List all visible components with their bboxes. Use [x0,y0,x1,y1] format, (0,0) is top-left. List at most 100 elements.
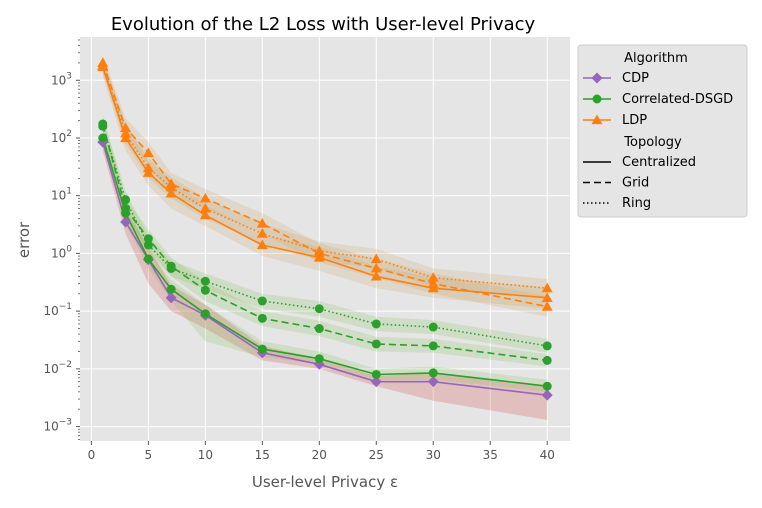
point-correlated-dsgd-ring [143,240,153,250]
y-tick-base: 10 [43,304,58,318]
point-ldp-ring [142,162,154,173]
legend-algorithms: CDP Correlated-DSGD LDP [583,71,733,128]
x-tick-label: 5 [145,448,153,462]
point-ldp-ring [541,282,553,293]
legend-label-ldp: LDP [622,113,647,128]
point-correlated-dsgd-centralized [314,354,324,364]
y-tick-label: 103 [51,71,72,87]
point-correlated-dsgd-centralized [143,254,153,264]
point-ldp-grid [427,278,439,288]
point-ldp-grid [370,262,382,273]
legend-box [577,44,748,218]
point-ldp-grid [199,192,211,203]
legend-label-correlated-dsgd: Correlated-DSGD [622,92,733,107]
point-correlated-dsgd-ring [200,276,210,286]
y-tick-base: 10 [51,131,66,145]
point-correlated-dsgd-grid [143,234,153,244]
line-cdp-centralized [102,141,548,396]
x-tick-label: 30 [426,448,441,462]
point-correlated-dsgd-centralized [371,369,381,379]
point-ldp-ring [370,253,382,264]
legend-label-cdp: CDP [622,71,649,86]
grid-lines [80,37,570,441]
point-correlated-dsgd-ring [121,195,131,205]
x-tick-label: 20 [312,448,327,462]
y-tick-label: 101 [51,187,72,203]
y-tick-exponent: 0 [66,244,72,254]
x-tick-label: 35 [483,448,498,462]
x-tick-label: 0 [88,448,96,462]
y-tick-base: 10 [51,189,66,203]
legend-topologies: Centralized Grid Ring [583,155,696,211]
legend-label-centralized: Centralized [622,155,696,170]
point-correlated-dsgd-grid [257,313,267,323]
point-correlated-dsgd-centralized [166,284,176,294]
y-tick-label: 10−3 [43,418,72,434]
y-tick-base: 10 [43,362,58,376]
legend-label-grid: Grid [622,176,649,191]
chart-title: Evolution of the L2 Loss with User-level… [111,14,536,35]
legend-marker-ldp [591,114,603,125]
point-ldp-grid [256,218,268,228]
point-correlated-dsgd-centralized [98,133,108,143]
y-tick-exponent: −3 [59,418,72,428]
x-tick-label: 10 [198,448,213,462]
line-correlated-dsgd-centralized [102,137,548,387]
point-correlated-dsgd-grid [428,341,438,351]
legend-topology-title: Topology [623,135,682,150]
y-tick-label: 10−2 [43,360,72,376]
point-correlated-dsgd-ring [257,296,267,306]
point-ldp-centralized [165,187,177,198]
point-correlated-dsgd-grid [371,339,381,349]
point-ldp-grid [142,147,154,158]
x-tick-label: 15 [255,448,270,462]
y-axis-label: error [15,221,33,258]
y-tick-exponent: −1 [59,302,72,312]
point-cdp-centralized [165,292,177,304]
point-ldp-centralized [541,292,553,302]
line-ldp-centralized [102,66,548,299]
y-tick-base: 10 [51,246,66,260]
point-correlated-dsgd-grid [200,285,210,295]
point-correlated-dsgd-ring [98,121,108,131]
y-tick-exponent: 3 [66,71,72,81]
legend-marker-cdp [591,72,603,84]
legend: Algorithm CDP Correlated-DSGD LDP Topology… [577,44,748,218]
y-tick-exponent: −2 [59,360,72,370]
point-correlated-dsgd-grid [542,355,552,365]
point-ldp-ring [199,203,211,213]
x-tick-label: 40 [540,448,555,462]
band-ldp-ring [102,57,548,298]
point-cdp-centralized [427,376,439,388]
line-ldp-grid [102,62,548,308]
point-correlated-dsgd-ring [314,304,324,314]
point-ldp-ring [165,181,177,192]
y-tick-base: 10 [43,420,58,434]
point-correlated-dsgd-centralized [428,368,438,378]
point-ldp-centralized [199,209,211,220]
legend-marker-correlated-dsgd [592,94,602,104]
point-correlated-dsgd-ring [428,322,438,332]
point-ldp-ring [256,228,268,238]
y-tick-exponent: 2 [66,129,72,139]
point-correlated-dsgd-centralized [257,344,267,354]
point-ldp-ring [120,127,132,138]
point-correlated-dsgd-ring [371,319,381,329]
point-correlated-dsgd-centralized [200,309,210,319]
band-correlated-dsgd-ring [102,117,548,353]
x-tick-label: 25 [369,448,384,462]
point-ldp-ring [427,272,439,282]
point-correlated-dsgd-ring [166,263,176,273]
point-cdp-centralized [541,389,553,401]
x-axis-ticks: 0 5 10 15 20 25 30 35 40 [88,441,555,462]
y-tick-base: 10 [51,73,66,87]
point-correlated-dsgd-grid [121,204,131,214]
point-correlated-dsgd-ring [542,341,552,351]
point-ldp-centralized [370,270,382,281]
point-cdp-centralized [120,216,132,228]
point-cdp-centralized [370,376,382,388]
point-ldp-grid [541,301,553,311]
y-tick-exponent: 1 [66,187,72,197]
